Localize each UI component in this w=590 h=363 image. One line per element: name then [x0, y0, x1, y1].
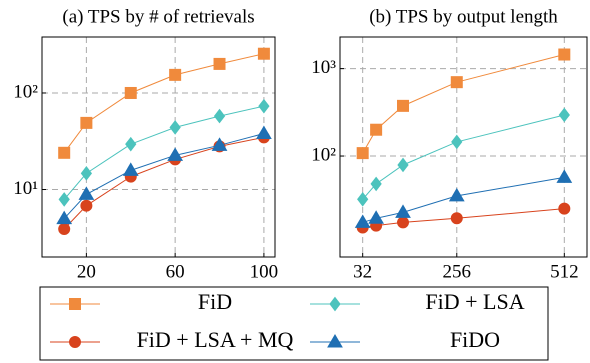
data-point: [395, 204, 411, 218]
data-point: [558, 202, 571, 215]
data-point: [450, 212, 463, 225]
x-tick-label: 32: [353, 261, 372, 282]
data-point: [211, 137, 228, 151]
legend-label: FiD: [198, 289, 232, 314]
x-tick-label: 60: [166, 261, 185, 282]
y-tick-label: 10²: [311, 144, 336, 165]
data-point: [125, 136, 137, 152]
data-point: [368, 210, 384, 224]
legend-box: [39, 286, 549, 361]
x-tick-label: 20: [77, 261, 96, 282]
legend-marker: [69, 298, 81, 310]
series-line: [63, 136, 265, 230]
legend-label: FiDO: [450, 327, 500, 352]
legend-marker: [327, 334, 343, 348]
x-tick-label: 100: [250, 261, 279, 282]
data-point: [80, 199, 93, 212]
data-point: [58, 222, 71, 235]
chart-title: (a) TPS by # of retrievals: [62, 6, 254, 27]
y-tick-label: 10¹: [13, 178, 38, 199]
data-point: [370, 176, 382, 192]
series-line: [63, 53, 265, 154]
data-point: [448, 187, 465, 202]
series-line: [362, 208, 565, 229]
x-tick-label: 256: [443, 261, 472, 282]
y-tick-label: 10³: [311, 57, 336, 78]
legend-label: FiD + LSA + MQ: [137, 327, 294, 352]
plot-frame: [41, 36, 276, 258]
series-line: [63, 133, 265, 219]
data-point: [122, 162, 139, 176]
data-point: [256, 125, 272, 140]
chart-title: (b) TPS by output length: [369, 6, 558, 27]
data-point: [397, 216, 410, 229]
plot-frame: [339, 36, 588, 258]
data-point: [78, 186, 95, 200]
legend-label: FiD + LSA: [425, 289, 524, 314]
data-point: [80, 116, 93, 129]
data-point: [213, 108, 226, 124]
data-point: [357, 191, 369, 207]
data-point: [556, 169, 573, 183]
legend-marker: [329, 296, 341, 312]
data-point: [58, 192, 70, 207]
data-point: [397, 157, 409, 173]
data-point: [354, 214, 371, 228]
data-point: [167, 147, 184, 161]
data-point: [169, 120, 181, 135]
data-point: [213, 57, 226, 70]
data-point: [370, 123, 383, 136]
data-point: [451, 134, 463, 150]
series-line: [362, 54, 565, 154]
data-point: [124, 86, 137, 99]
data-point: [56, 210, 73, 225]
data-point: [397, 99, 410, 112]
data-point: [257, 47, 270, 60]
data-point: [169, 68, 182, 81]
data-point: [58, 146, 71, 159]
data-point: [450, 76, 463, 89]
x-tick-label: 512: [550, 261, 579, 282]
data-point: [558, 48, 571, 61]
legend-marker: [69, 336, 81, 348]
series-line: [63, 105, 265, 200]
series-line: [362, 114, 565, 200]
data-point: [258, 98, 270, 114]
data-point: [80, 166, 93, 181]
y-tick-label: 10²: [13, 81, 38, 102]
data-point: [356, 147, 369, 160]
data-point: [558, 107, 570, 123]
